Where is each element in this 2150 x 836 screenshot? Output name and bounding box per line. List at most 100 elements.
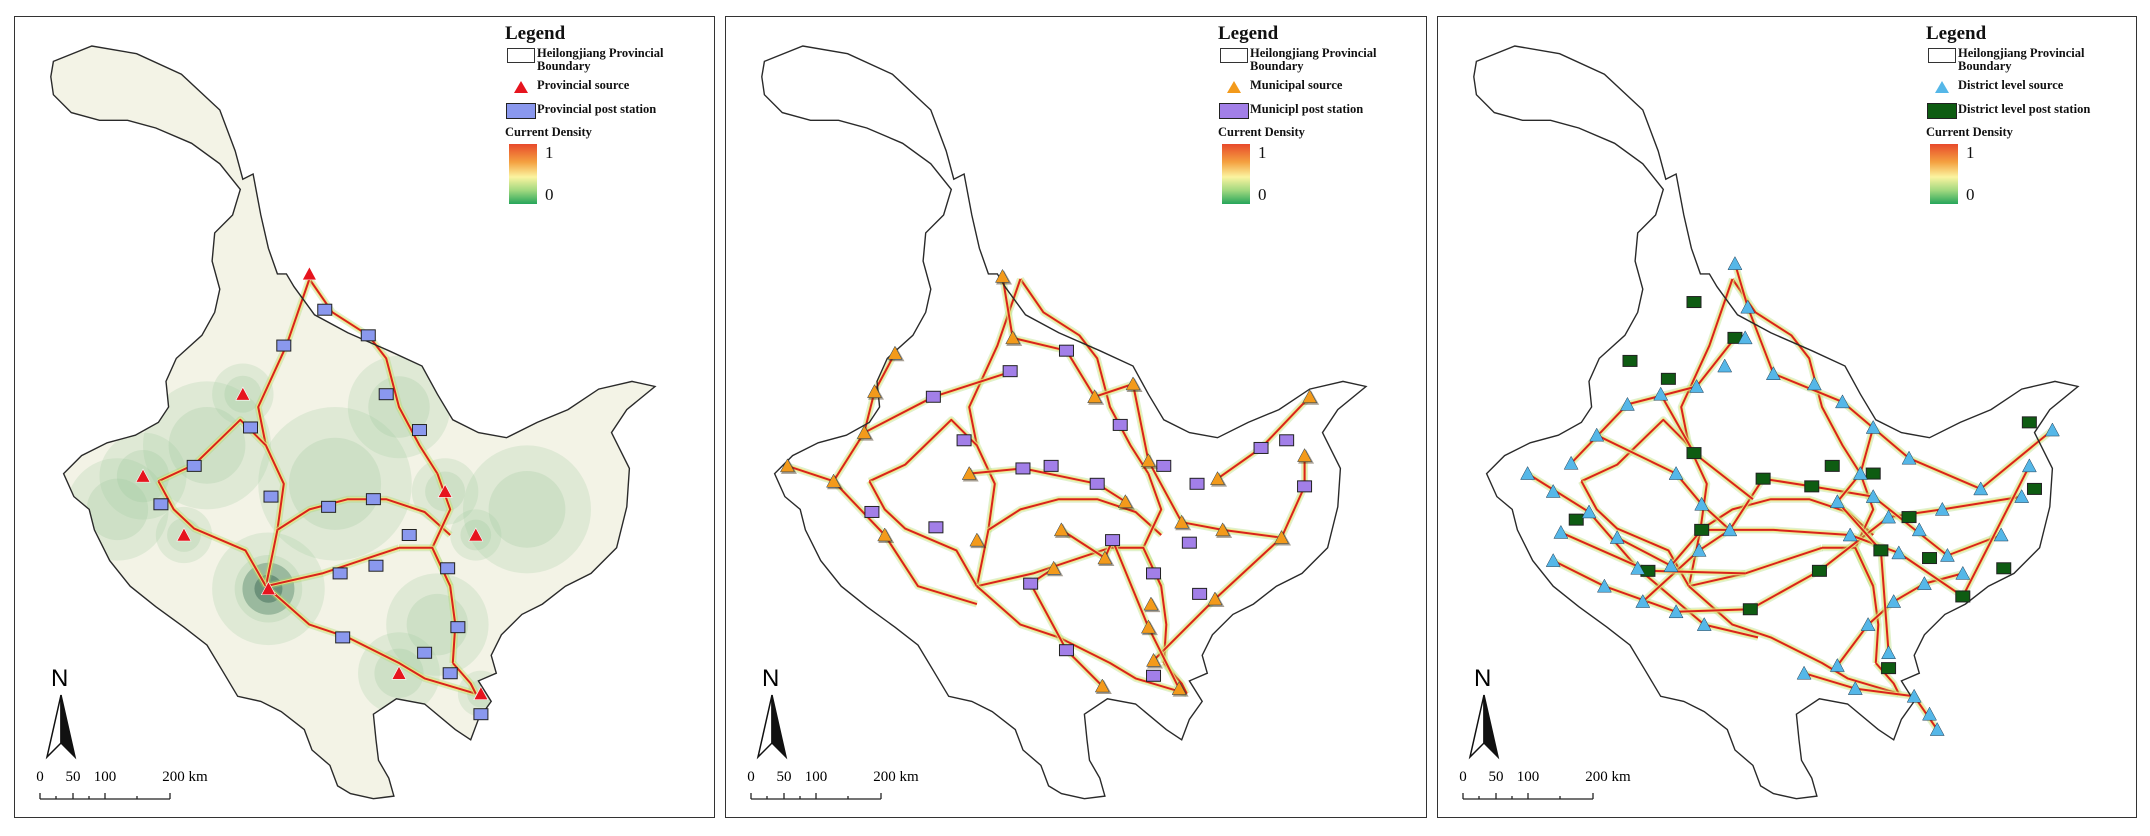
source-triangle-marker [2044,422,2060,437]
corridor-line [1688,546,1823,588]
north-arrow: N [754,665,794,765]
ramp-max-label: 1 [1966,143,1975,162]
legend-boundary: Heilongjiang Provincial Boundary [1218,47,1418,73]
source-triangle-marker [1146,652,1161,667]
post-station-marker [332,567,348,580]
post-station-marker [263,490,279,503]
source-triangle-marker [1589,427,1605,442]
source-triangle-marker [1140,619,1156,634]
post-station-marker [1002,365,1018,378]
source-triangle-marker [1722,522,1738,537]
boundary-swatch [507,47,535,63]
corridor-layer [1525,262,2055,732]
map-canvas [1473,45,2080,800]
scale-tick-50: 50 [65,769,81,785]
post-station-marker [368,559,384,572]
legend-station: Municipl post station [1218,103,1418,119]
post-station-marker [2021,416,2037,429]
source-triangle-marker [1973,481,1989,496]
corridor-line [1147,460,1282,539]
source-triangle-marker [877,527,893,542]
source-triangle-marker [1668,604,1684,619]
source-triangle-marker [1806,376,1822,391]
post-station-marker [335,631,351,644]
source-triangle-marker [437,483,453,498]
source-triangle-marker [1727,256,1743,270]
scale-bar-line [1462,793,1594,800]
province-boundary [50,45,657,800]
source-triangle-marker [1847,681,1863,695]
legend-density-title: Current Density [1218,125,1305,139]
source-triangle-marker [1940,547,1955,562]
corridor-line [1616,465,2031,598]
corridor-line [1822,546,1875,587]
legend-source: District level source [1926,79,2131,95]
north-letter: N [762,665,780,692]
source-triangle-marker [1545,553,1561,567]
source-triangle-marker [1740,299,1756,314]
scale-tick-0: 0 [1459,769,1467,785]
scale-bar: 0 50 100 200 km [35,769,208,809]
corridor-line [868,418,978,483]
density-ramp: 1 0 [1222,144,1418,204]
source-triangle-marker [1207,591,1223,606]
post-station-marker [1694,523,1710,536]
corridor-line [868,480,978,587]
post-station-marker [1922,552,1938,565]
density-blob [463,445,591,574]
source-triangle-marker [1143,596,1159,611]
post-station-marker [1023,577,1039,590]
source-triangle-marker [1860,617,1876,631]
post-station-marker [360,329,376,342]
post-station-marker [1804,480,1820,493]
source-triangle-marker [1934,501,1950,516]
source-triangle-marker [1596,578,1612,593]
scale-bar-line [39,793,171,800]
source-triangle-marker [1765,366,1781,380]
post-station-marker [1279,434,1295,447]
source-triangle-marker [1993,527,2009,542]
density-ramp-bar [1930,144,1958,204]
post-station-marker [1058,344,1074,357]
source-triangle-marker [1094,678,1110,693]
corridor-line [832,352,896,482]
triangle-icon [1935,81,1949,93]
scale-bar: 0 50 100 200 km [746,769,919,809]
province-boundary [1473,45,2080,800]
corridor-line [1688,585,1900,695]
legend-boundary-label: Heilongjiang Provincial Boundary [1958,46,2085,73]
source-triangle-marker [301,266,317,281]
corridor-line [1019,278,1150,475]
post-station-marker [378,388,394,401]
post-station-marker [450,621,466,634]
post-station-marker [1824,459,1840,472]
legend: Legend Heilongjiang Provincial Boundary … [1926,23,2131,204]
source-triangle-marker [1689,378,1704,393]
ramp-min-label: 0 [1966,185,1975,204]
post-station-marker [864,505,880,518]
station-swatch [1927,103,1957,119]
north-arrow: N [43,665,83,765]
scale-bar-line [750,793,882,800]
source-triangle-marker [391,665,407,680]
post-station-marker [1146,669,1162,682]
source-triangle-marker [1955,565,1971,580]
map-canvas [50,45,657,800]
source-triangle-marker [1520,466,1536,480]
corridor-line [1580,418,1690,483]
legend-station: Provincial post station [505,103,705,119]
source-triangle-marker [1174,514,1190,529]
north-letter: N [1474,665,1492,692]
source-triangle-marker [1663,558,1679,572]
boundary-layer [761,45,1368,800]
source-triangle-marker [1215,522,1231,537]
post-station-marker [401,529,417,541]
density-ramp-bar [509,144,537,204]
source-triangle-marker [1125,376,1141,391]
source-triangle-marker [1717,358,1733,373]
scale-tick-100: 100 [804,769,828,785]
map-panel-municipal: Legend Heilongjiang Provincial Boundary … [725,16,1427,818]
source-triangle-marker [1097,550,1113,565]
post-station-marker [1865,467,1881,480]
source-triangle-marker [826,473,841,488]
